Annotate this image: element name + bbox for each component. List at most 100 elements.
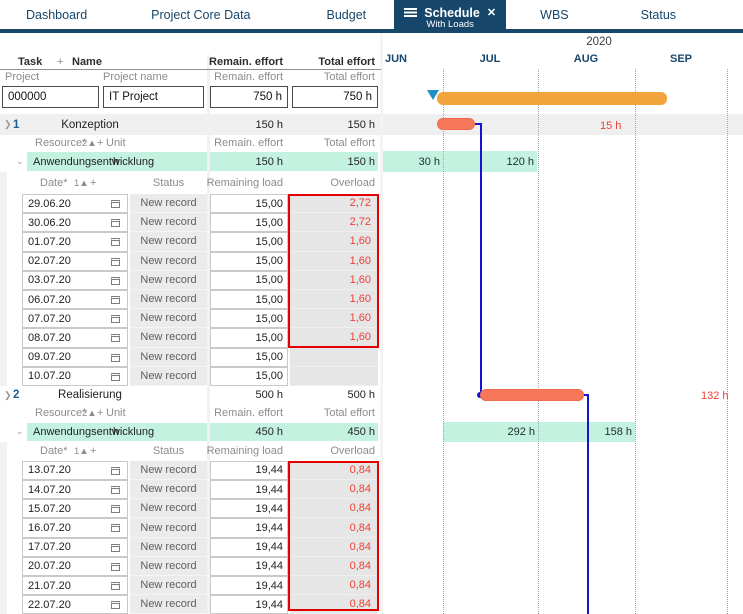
date-cell[interactable]: 06.07.20 bbox=[22, 289, 128, 310]
remaining-load-cell[interactable]: 15,00 bbox=[210, 232, 288, 252]
add-date-button[interactable]: + bbox=[90, 445, 97, 458]
remaining-load-cell[interactable]: 19,44 bbox=[210, 480, 288, 500]
status-cell[interactable]: New record bbox=[130, 232, 207, 252]
project-total-effort-field[interactable] bbox=[292, 86, 378, 108]
task-bar-konzeption[interactable] bbox=[437, 118, 475, 130]
resource-row[interactable]: ⌄ Anwendungsentwicklung h 450 h 450 h bbox=[0, 422, 381, 442]
date-cell[interactable]: 13.07.20 bbox=[22, 460, 128, 481]
remaining-load-cell[interactable]: 19,44 bbox=[210, 499, 288, 519]
load-row[interactable]: 21.07.20 New record 19,44 0,84 bbox=[0, 576, 381, 596]
tab-project-core-data[interactable]: Project Core Data bbox=[151, 7, 251, 22]
name-column-header[interactable]: Name bbox=[72, 56, 102, 68]
load-row[interactable]: 06.07.20 New record 15,00 1,60 bbox=[0, 289, 381, 310]
calendar-icon[interactable] bbox=[111, 505, 120, 514]
load-row[interactable]: 16.07.20 New record 19,44 0,84 bbox=[0, 518, 381, 538]
calendar-icon[interactable] bbox=[111, 582, 120, 590]
task-row-konzeption[interactable]: ❯ 1 Konzeption 150 h 150 h bbox=[0, 114, 381, 135]
remaining-load-cell[interactable]: 15,00 bbox=[210, 366, 288, 386]
expand-task-icon[interactable]: ❯ bbox=[4, 119, 12, 129]
calendar-icon[interactable] bbox=[111, 315, 120, 324]
load-row[interactable]: 30.06.20 New record 15,00 2,72 bbox=[0, 213, 381, 233]
add-resource-button[interactable]: + bbox=[97, 407, 104, 420]
remaining-load-cell[interactable]: 15,00 bbox=[210, 309, 288, 329]
date-cell[interactable]: 21.07.20 bbox=[22, 576, 128, 596]
date-cell[interactable]: 14.07.20 bbox=[22, 480, 128, 500]
date-cell[interactable]: 08.07.20 bbox=[22, 328, 128, 348]
load-row[interactable]: 29.06.20 New record 15,00 2,72 bbox=[0, 194, 381, 214]
remaining-load-cell[interactable]: 15,00 bbox=[210, 289, 288, 310]
remaining-load-cell[interactable]: 15,00 bbox=[210, 347, 288, 367]
load-row[interactable]: 02.07.20 New record 15,00 1,60 bbox=[0, 251, 381, 271]
collapse-resource-icon[interactable]: ⌄ bbox=[16, 156, 24, 166]
remaining-load-cell[interactable]: 19,44 bbox=[210, 556, 288, 576]
status-cell[interactable]: New record bbox=[130, 213, 207, 233]
remain-effort-column-header[interactable]: Remain. effort bbox=[209, 56, 283, 68]
date-cell[interactable]: 10.07.20 bbox=[22, 366, 128, 386]
load-row[interactable]: 14.07.20 New record 19,44 0,84 bbox=[0, 480, 381, 500]
load-row[interactable]: 22.07.20 New record 19,44 0,84 bbox=[0, 595, 381, 614]
calendar-icon[interactable] bbox=[111, 295, 120, 304]
resource-row[interactable]: ⌄ Anwendungsentwicklung h 150 h 150 h bbox=[0, 151, 381, 172]
remaining-load-cell[interactable]: 15,00 bbox=[210, 270, 288, 290]
date-cell[interactable]: 29.06.20 bbox=[22, 194, 128, 214]
add-date-button[interactable]: + bbox=[90, 177, 97, 189]
tab-info-board[interactable]: Info Board bbox=[734, 0, 743, 29]
date-cell[interactable]: 09.07.20 bbox=[22, 347, 128, 367]
calendar-icon[interactable] bbox=[111, 334, 120, 343]
task-column-header[interactable]: Task bbox=[18, 56, 43, 68]
status-cell[interactable]: New record bbox=[130, 556, 207, 576]
date-cell[interactable]: 15.07.20 bbox=[22, 499, 128, 519]
project-remain-effort-field[interactable] bbox=[210, 86, 288, 108]
date-sort-badge[interactable]: 1▲ bbox=[74, 445, 89, 457]
status-cell[interactable]: New record bbox=[130, 595, 207, 614]
remaining-load-cell[interactable]: 15,00 bbox=[210, 328, 288, 348]
status-cell[interactable]: New record bbox=[130, 194, 207, 214]
remaining-load-cell[interactable]: 15,00 bbox=[210, 213, 288, 233]
resource-sort-badge[interactable]: 2▲ bbox=[82, 407, 97, 419]
status-cell[interactable]: New record bbox=[130, 480, 207, 500]
status-cell[interactable]: New record bbox=[130, 518, 207, 538]
load-row[interactable]: 20.07.20 New record 19,44 0,84 bbox=[0, 556, 381, 576]
calendar-icon[interactable] bbox=[111, 466, 120, 475]
status-cell[interactable]: New record bbox=[130, 251, 207, 271]
calendar-icon[interactable] bbox=[111, 353, 120, 362]
project-start-marker-icon[interactable] bbox=[427, 90, 439, 100]
calendar-icon[interactable] bbox=[111, 219, 120, 228]
task-bar-realisierung[interactable] bbox=[480, 389, 584, 401]
remaining-load-cell[interactable]: 15,00 bbox=[210, 251, 288, 271]
date-cell[interactable]: 03.07.20 bbox=[22, 270, 128, 290]
load-row[interactable]: 15.07.20 New record 19,44 0,84 bbox=[0, 499, 381, 519]
total-effort-column-header[interactable]: Total effort bbox=[318, 56, 375, 68]
menu-icon[interactable] bbox=[404, 8, 418, 10]
status-cell[interactable]: New record bbox=[130, 309, 207, 329]
date-cell[interactable]: 16.07.20 bbox=[22, 518, 128, 538]
expand-task-icon[interactable]: ❯ bbox=[4, 389, 12, 400]
tab-budget[interactable]: Budget bbox=[326, 7, 367, 22]
calendar-icon[interactable] bbox=[111, 372, 120, 381]
status-cell[interactable]: New record bbox=[130, 460, 207, 481]
status-cell[interactable]: New record bbox=[130, 270, 207, 290]
tab-wbs[interactable]: WBS bbox=[540, 7, 569, 22]
date-cell[interactable]: 30.06.20 bbox=[22, 213, 128, 233]
date-cell[interactable]: 01.07.20 bbox=[22, 232, 128, 252]
add-task-button[interactable]: + bbox=[57, 56, 64, 68]
load-row[interactable]: 01.07.20 New record 15,00 1,60 bbox=[0, 232, 381, 252]
load-row[interactable]: 08.07.20 New record 15,00 1,60 bbox=[0, 328, 381, 348]
remaining-load-cell[interactable]: 15,00 bbox=[210, 194, 288, 214]
calendar-icon[interactable] bbox=[111, 601, 120, 610]
status-cell[interactable]: New record bbox=[130, 366, 207, 386]
add-resource-button[interactable]: + bbox=[97, 137, 104, 149]
task-row-realisierung[interactable]: ❯ 2 Realisierung 500 h 500 h bbox=[0, 386, 381, 405]
calendar-icon[interactable] bbox=[111, 276, 120, 285]
close-tab-icon[interactable]: ✕ bbox=[486, 7, 497, 19]
calendar-icon[interactable] bbox=[111, 238, 120, 247]
remaining-load-cell[interactable]: 19,44 bbox=[210, 537, 288, 557]
collapse-resource-icon[interactable]: ⌄ bbox=[16, 426, 24, 437]
remaining-load-cell[interactable]: 19,44 bbox=[210, 518, 288, 538]
project-bar[interactable] bbox=[437, 92, 667, 105]
status-cell[interactable]: New record bbox=[130, 537, 207, 557]
calendar-icon[interactable] bbox=[111, 524, 120, 533]
load-row[interactable]: 10.07.20 New record 15,00 bbox=[0, 366, 381, 386]
remaining-load-cell[interactable]: 19,44 bbox=[210, 576, 288, 596]
date-cell[interactable]: 17.07.20 bbox=[22, 537, 128, 557]
